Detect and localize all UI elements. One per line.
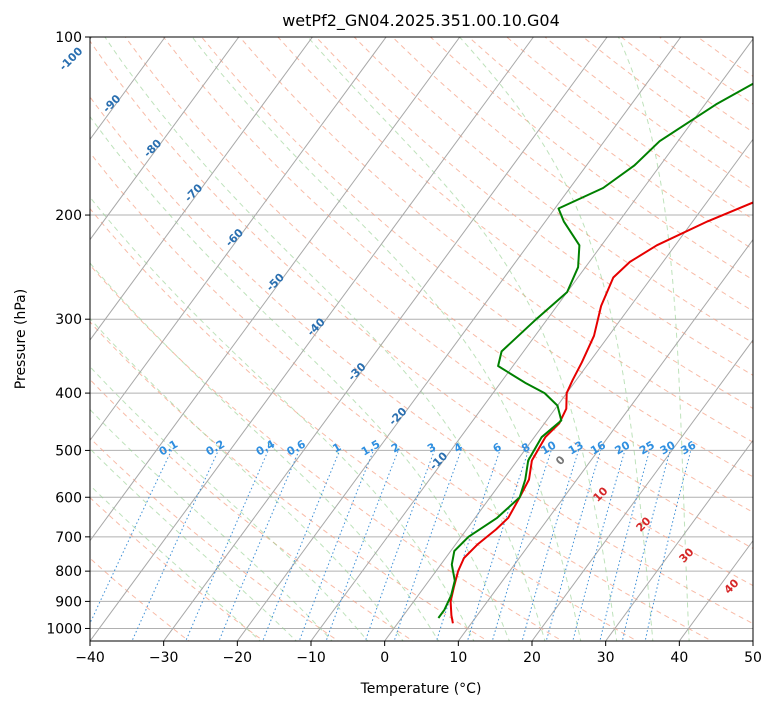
mixing-ratio-line [572, 450, 626, 641]
dry-adiabat [277, 37, 753, 409]
moist-adiabat [90, 262, 440, 641]
y-tick-label: 200 [55, 208, 82, 224]
chart-title: wetPf2_GN04.2025.351.00.10.G04 [282, 11, 560, 31]
mixing-ratio-line [90, 450, 172, 625]
dry-adiabat [163, 37, 753, 513]
mixing-ratio-line [521, 450, 579, 641]
x-tick-label: 0 [380, 650, 389, 666]
isotherm-line [90, 37, 313, 341]
isotherm-line [531, 339, 753, 641]
mixing-ratio-line [218, 450, 300, 641]
dry-adiabat [90, 207, 639, 641]
y-tick-label: 400 [55, 386, 82, 402]
dry-adiabat [201, 37, 753, 478]
x-tick-label: 40 [670, 650, 688, 666]
x-tick-label: 20 [523, 650, 541, 666]
isotherm-line [310, 38, 753, 641]
moist-adiabat [307, 37, 618, 641]
x-tick-label: 50 [744, 650, 762, 666]
moist-adiabat [90, 196, 475, 641]
isotherm-line [605, 439, 753, 641]
y-tick-label: 1000 [46, 621, 82, 637]
y-tick-label: 700 [55, 530, 82, 546]
grid-layer [90, 37, 753, 641]
x-tick-label: −20 [223, 650, 253, 666]
y-tick-label: 300 [55, 312, 82, 328]
moist-adiabat [90, 115, 510, 641]
moist-adiabat [90, 408, 333, 641]
moist-adiabat [617, 37, 690, 641]
mixing-ratio-line [393, 450, 462, 641]
moist-adiabat [90, 317, 404, 641]
temperature-profile-line [449, 201, 753, 624]
x-tick-label: −40 [75, 650, 105, 666]
y-tick-label: 800 [55, 564, 82, 580]
dry-adiabat [353, 37, 753, 344]
moist-adiabat [191, 37, 582, 641]
mixing-ratio-line [621, 450, 671, 641]
moist-adiabat [90, 448, 298, 641]
x-tick-label: 10 [449, 650, 467, 666]
isotherm-line [236, 37, 682, 641]
mixing-ratio-line [325, 450, 399, 641]
y-axis-title: Pressure (hPa) [13, 289, 29, 389]
x-axis-title: Temperature (°C) [360, 681, 482, 697]
isotherm-line [90, 37, 240, 241]
plot-frame [89, 36, 754, 642]
mixing-ratio-line [545, 450, 602, 641]
dry-adiabat [392, 37, 753, 312]
isotherm-line [163, 37, 608, 641]
mixing-ratio-line [435, 450, 501, 641]
dry-adiabat [90, 378, 414, 641]
mixing-ratio-line [364, 450, 435, 641]
x-tick-label: −30 [149, 650, 179, 666]
isotherm-line [90, 37, 387, 442]
y-tick-label: 500 [55, 443, 82, 459]
mixing-ratio-line [644, 450, 692, 641]
dry-adiabat [90, 151, 713, 641]
isotherm-line [457, 238, 753, 641]
y-tick-label: 600 [55, 490, 82, 506]
dry-adiabat [90, 321, 489, 641]
moist-adiabat [458, 37, 654, 641]
y-tick-label: 900 [55, 594, 82, 610]
series-layer [437, 82, 753, 624]
x-tick-label: 30 [597, 650, 615, 666]
dry-adiabat [90, 557, 190, 641]
dry-adiabat [90, 437, 340, 641]
dry-adiabat [90, 40, 753, 587]
x-tick-label: −10 [296, 650, 326, 666]
isotherm-line [90, 37, 534, 641]
isotherm-line [90, 37, 166, 141]
dewpoint-profile-line [437, 82, 753, 619]
mixing-ratio-line [298, 450, 374, 641]
mixing-ratio-line [599, 450, 651, 641]
dry-adiabat [90, 264, 564, 641]
tick-layer: −40 −30 −20 −10 0 10 20 30 40 50 100 200 300 400 500 60… [46, 30, 762, 666]
mixing-ratio-line [466, 450, 529, 641]
y-tick-label: 100 [55, 30, 82, 46]
moist-adiabat [90, 366, 369, 641]
mixing-ratio-line [491, 450, 552, 641]
isotherm-line [384, 138, 753, 641]
mixing-ratio-line [262, 450, 341, 641]
